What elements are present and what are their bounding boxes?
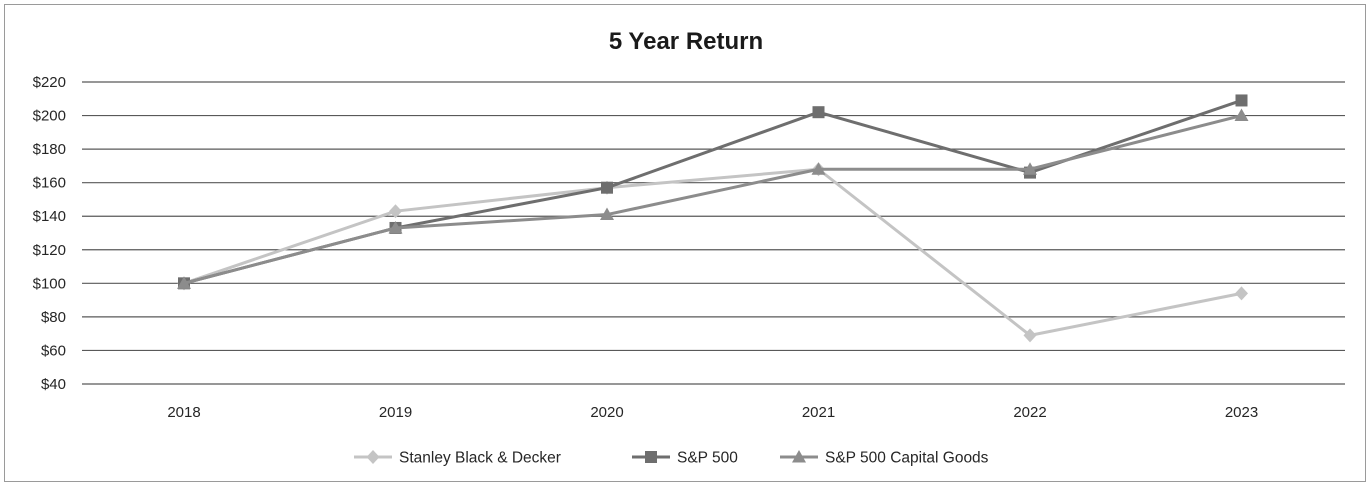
legend-marker (792, 450, 806, 463)
chart-frame (4, 4, 1366, 482)
data-point (1023, 162, 1037, 175)
data-point (1023, 328, 1037, 343)
x-tick-label: 2022 (1013, 404, 1046, 421)
y-tick-label: $140 (33, 208, 66, 225)
y-tick-label: $40 (41, 376, 66, 393)
x-tick-label: 2023 (1225, 404, 1258, 421)
data-point (811, 162, 826, 175)
data-point (600, 207, 614, 221)
y-tick-label: $60 (41, 342, 66, 359)
data-point (388, 220, 403, 234)
legend-label: S&P 500 Capital Goods (825, 450, 989, 467)
x-tick-label: 2021 (802, 404, 835, 421)
legend-entry: S&P 500 (632, 450, 738, 467)
series-line (183, 167, 1242, 337)
series-2 (177, 108, 1249, 289)
legend: Stanley Black & Decker S&P 500 S&P 500 Cap… (354, 450, 989, 467)
data-point (177, 276, 191, 289)
y-tick-label: $100 (33, 275, 66, 292)
legend-label: S&P 500 (677, 450, 738, 467)
series-line (183, 114, 1242, 285)
x-tick-label: 2019 (379, 404, 412, 421)
y-tick-label: $200 (33, 108, 66, 125)
x-tick-label: 2018 (167, 404, 200, 421)
x-tick-label: 2020 (590, 404, 623, 421)
y-axis-ticks: $40 $60 $80 $100 $120 $140 $160 $180 $200 $220 (33, 74, 66, 393)
chart-title: 5 Year Return (609, 28, 763, 55)
y-tick-label: $160 (33, 175, 66, 192)
data-point (1235, 94, 1248, 107)
series-group (177, 94, 1249, 343)
y-tick-label: $220 (33, 74, 66, 91)
y-tick-label: $120 (33, 242, 66, 259)
x-axis-ticks: 2018 2019 2020 2021 2022 2023 (167, 404, 1258, 421)
data-point (1235, 286, 1248, 301)
gridlines (82, 81, 1345, 385)
legend-marker (366, 450, 380, 464)
legend-entry: S&P 500 Capital Goods (780, 450, 989, 467)
y-tick-label: $180 (33, 141, 66, 158)
data-point (601, 181, 613, 194)
legend-marker (645, 451, 657, 463)
legend-entry: Stanley Black & Decker (354, 450, 561, 467)
data-point (389, 204, 402, 219)
data-point (812, 106, 825, 119)
legend-label: Stanley Black & Decker (399, 450, 561, 467)
data-point (1234, 108, 1249, 122)
series-0 (177, 162, 1248, 343)
y-tick-label: $80 (41, 309, 66, 326)
